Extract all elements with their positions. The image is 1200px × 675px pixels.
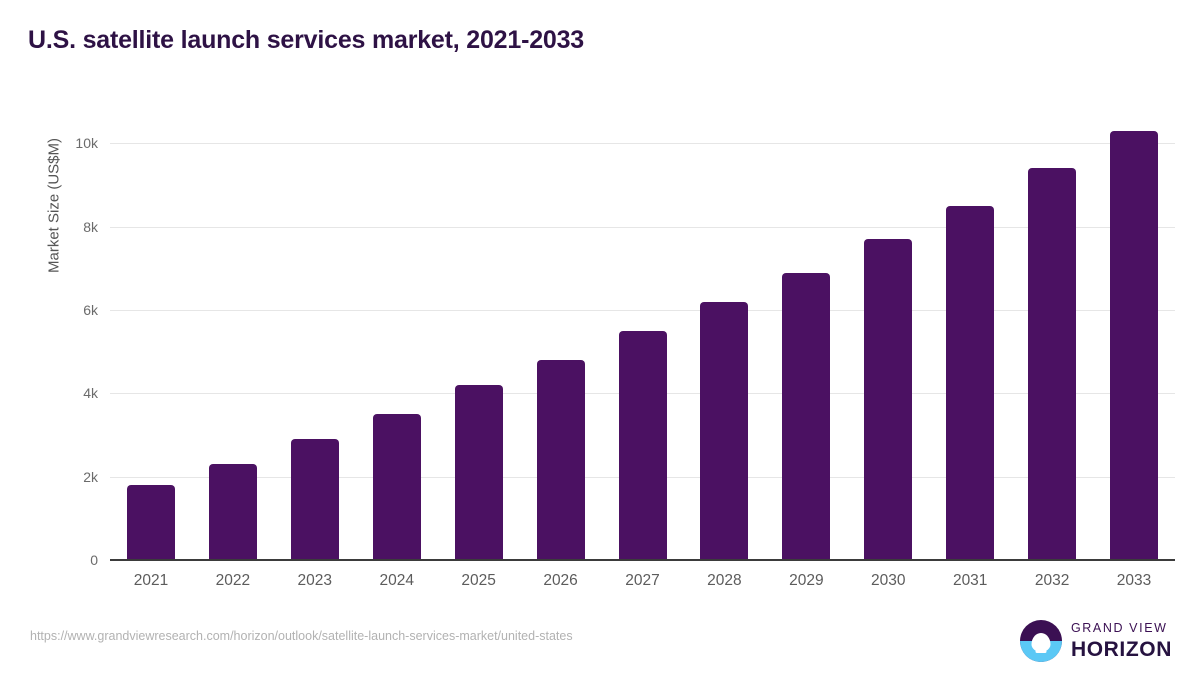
- x-tick-label: 2028: [707, 572, 742, 589]
- y-tick-label: 8k: [83, 218, 98, 235]
- x-tick-label: 2030: [871, 572, 906, 589]
- x-axis-line: [110, 559, 1175, 561]
- bar[interactable]: [208, 464, 257, 560]
- bar[interactable]: [700, 301, 749, 560]
- logo-top-text: GRAND VIEW: [1070, 621, 1168, 636]
- x-tick-label: 2029: [789, 572, 824, 589]
- bar[interactable]: [1110, 130, 1159, 560]
- bar[interactable]: [782, 272, 831, 560]
- x-tick-label: 2027: [625, 572, 660, 589]
- page-title: U.S. satellite launch services market, 2…: [28, 26, 585, 54]
- y-tick-label: 4k: [83, 385, 98, 402]
- x-tick-label: 2024: [379, 572, 414, 589]
- bar[interactable]: [454, 385, 503, 560]
- bar[interactable]: [946, 205, 995, 560]
- plot-area: 0 2k 4k 6k 8k 10k: [75, 110, 1175, 568]
- y-tick-label: 2k: [83, 468, 98, 485]
- bar[interactable]: [290, 439, 339, 560]
- x-tick-label: 2022: [215, 572, 251, 589]
- bar[interactable]: [864, 239, 913, 560]
- gridline: [110, 226, 1175, 228]
- logo-ray-one: [1032, 645, 1049, 649]
- bar[interactable]: [1028, 168, 1077, 560]
- bar[interactable]: [536, 360, 585, 560]
- x-tick-label: 2026: [543, 572, 578, 589]
- source-url-label: https://www.grandviewresearch.com/horizo…: [30, 629, 573, 643]
- y-tick-label: 0: [90, 552, 98, 568]
- x-tick-label: 2023: [297, 572, 333, 589]
- logo-sun-shape: [1031, 632, 1051, 652]
- gridline: [110, 143, 1175, 145]
- x-tick-label: 2025: [461, 572, 496, 589]
- y-tick-label: 10k: [75, 135, 98, 152]
- brand-logo: GRAND VIEW HORIZON: [1019, 620, 1172, 662]
- x-tick-label: 2033: [1116, 572, 1152, 589]
- x-tick-label: 2021: [133, 572, 169, 589]
- logo-ray-two: [1035, 650, 1047, 653]
- x-tick-label: 2031: [952, 572, 988, 589]
- gridline: [110, 310, 1175, 311]
- bar[interactable]: [372, 414, 421, 560]
- horizon-circle-icon: [1019, 620, 1062, 662]
- y-tick-label: 6k: [83, 302, 98, 318]
- x-tick-label: 2032: [1034, 572, 1070, 589]
- logo-wordmark: GRAND VIEW HORIZON: [1071, 622, 1172, 660]
- bar[interactable]: [126, 485, 175, 560]
- logo-bottom-text: HORIZON: [1070, 637, 1172, 661]
- y-axis-title: Market Size (US$M): [45, 137, 63, 274]
- bar[interactable]: [618, 330, 667, 560]
